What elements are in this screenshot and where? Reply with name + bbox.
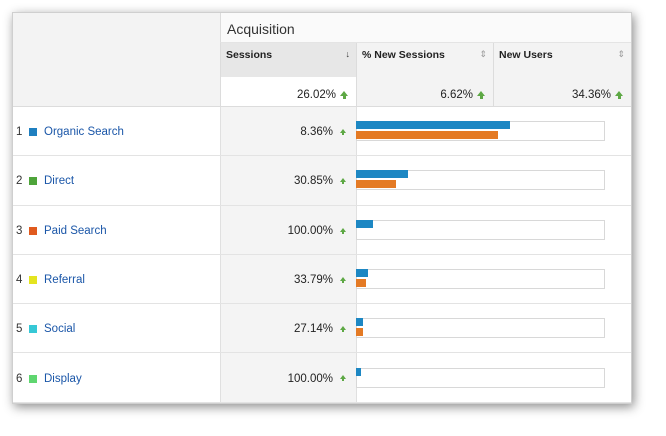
trend-up-icon bbox=[340, 227, 346, 234]
trend-up-icon bbox=[340, 128, 346, 135]
channel-link[interactable]: Referral bbox=[44, 273, 85, 286]
trend-up-icon bbox=[340, 91, 348, 100]
chart-column-divider bbox=[356, 107, 357, 403]
totals-sessions-cell: 26.02% bbox=[220, 77, 356, 107]
table-row: 5 Social 27.14% bbox=[13, 304, 631, 354]
bar-primary bbox=[356, 268, 369, 277]
row-sessions-change-value: 8.36% bbox=[300, 126, 333, 138]
row-number: 1 bbox=[16, 126, 23, 138]
sort-descending-icon[interactable]: ↓ bbox=[345, 49, 351, 59]
totals-sessions-value: 26.02% bbox=[297, 89, 348, 101]
row-number: 4 bbox=[16, 273, 23, 286]
totals-new-users-cell: 34.36% bbox=[493, 77, 631, 107]
table-row: 2 Direct 30.85% bbox=[13, 156, 631, 206]
legend-swatch-icon bbox=[29, 226, 37, 235]
bar-chart-frame bbox=[356, 268, 605, 289]
bar-chart-frame bbox=[356, 367, 605, 388]
column-header-sessions[interactable]: Sessions ↓ bbox=[220, 43, 356, 77]
table-row: 6 Display 100.00% bbox=[13, 354, 631, 403]
legend-swatch-icon bbox=[29, 128, 37, 136]
row-number: 6 bbox=[16, 372, 23, 385]
row-sessions-change: 100.00% bbox=[220, 373, 346, 385]
legend-swatch-icon bbox=[29, 325, 37, 334]
trend-up-icon bbox=[340, 276, 346, 283]
bar-primary bbox=[356, 219, 374, 228]
legend-swatch-icon bbox=[29, 374, 37, 383]
bar-primary bbox=[356, 170, 409, 179]
row-sessions-change: 27.14% bbox=[220, 323, 346, 335]
row-sessions-change-value: 27.14% bbox=[293, 323, 333, 336]
bar-secondary bbox=[356, 278, 366, 287]
row-sessions-change: 33.79% bbox=[220, 274, 346, 286]
row-sessions-change: 100.00% bbox=[220, 225, 346, 237]
column-header-new-users[interactable]: New Users ⇕ bbox=[493, 43, 631, 77]
row-number: 5 bbox=[16, 323, 23, 336]
bar-secondary bbox=[356, 180, 396, 189]
row-sessions-change-value: 30.85% bbox=[293, 175, 333, 188]
bar-primary bbox=[356, 121, 511, 129]
bar-secondary bbox=[356, 328, 364, 337]
column-header-new-sessions-label: % New Sessions bbox=[362, 49, 445, 61]
trend-up-icon bbox=[615, 91, 623, 100]
legend-swatch-icon bbox=[29, 275, 37, 284]
header-blank-cell bbox=[13, 13, 220, 107]
totals-new-sessions-cell: 6.62% bbox=[356, 77, 493, 107]
trend-up-icon bbox=[477, 91, 485, 100]
column-header-new-users-label: New Users bbox=[499, 49, 553, 61]
acquisition-group-header: Acquisition bbox=[220, 13, 631, 43]
trend-up-icon bbox=[340, 375, 346, 382]
row-sessions-change-value: 33.79% bbox=[293, 273, 333, 286]
bar-secondary bbox=[356, 131, 498, 139]
row-sessions-change-value: 100.00% bbox=[287, 224, 333, 237]
channel-link[interactable]: Display bbox=[44, 372, 82, 385]
channel-link[interactable]: Direct bbox=[44, 175, 75, 188]
row-number: 2 bbox=[16, 175, 23, 188]
row-sessions-change-value: 100.00% bbox=[287, 372, 333, 385]
totals-new-sessions-value: 6.62% bbox=[440, 89, 485, 101]
row-number: 3 bbox=[16, 224, 23, 237]
sessions-column-background bbox=[220, 107, 356, 403]
bar-primary bbox=[356, 318, 364, 327]
legend-swatch-icon bbox=[29, 177, 37, 186]
channel-link[interactable]: Social bbox=[44, 323, 76, 336]
channel-link[interactable]: Organic Search bbox=[44, 126, 124, 138]
column-header-sessions-label: Sessions bbox=[226, 49, 273, 61]
column-header-new-sessions[interactable]: % New Sessions ⇕ bbox=[356, 43, 493, 77]
acquisition-title: Acquisition bbox=[227, 21, 295, 37]
row-sessions-change: 30.85% bbox=[220, 175, 346, 187]
bar-chart-frame bbox=[356, 318, 605, 339]
sort-toggle-icon[interactable]: ⇕ bbox=[617, 49, 625, 59]
sort-toggle-icon[interactable]: ⇕ bbox=[479, 49, 487, 59]
table-row: 1 Organic Search 8.36% bbox=[13, 107, 631, 157]
bar-chart-frame bbox=[356, 219, 605, 240]
trend-up-icon bbox=[340, 326, 346, 333]
channel-link[interactable]: Paid Search bbox=[44, 224, 107, 237]
table-row: 3 Paid Search 100.00% bbox=[13, 206, 631, 255]
bar-primary bbox=[356, 367, 361, 376]
trend-up-icon bbox=[340, 178, 346, 185]
table-row: 4 Referral 33.79% bbox=[13, 255, 631, 305]
totals-new-users-value: 34.36% bbox=[572, 89, 623, 101]
row-sessions-change: 8.36% bbox=[220, 126, 346, 138]
acquisition-report-table: Acquisition Sessions ↓ % New Sessions ⇕ … bbox=[12, 12, 632, 404]
